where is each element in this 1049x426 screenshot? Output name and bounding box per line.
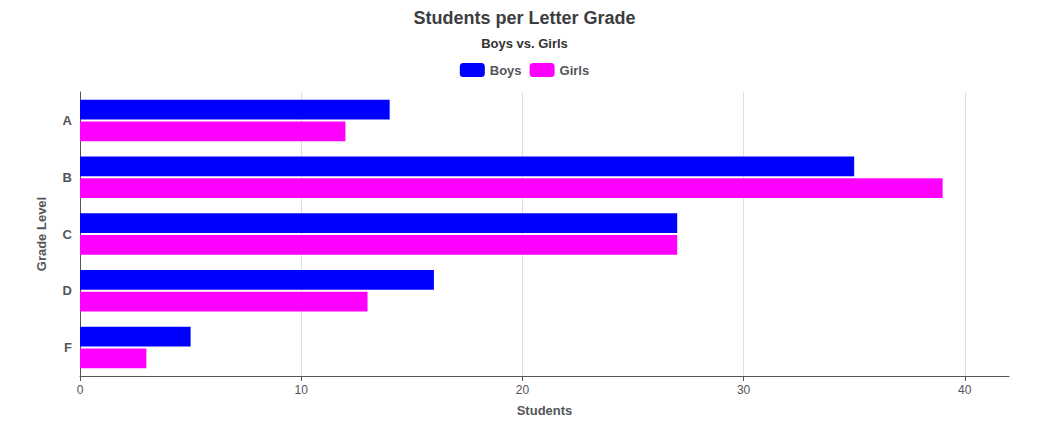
svg-text:Boys vs. Girls: Boys vs. Girls bbox=[481, 36, 568, 51]
svg-text:A: A bbox=[63, 113, 73, 128]
svg-text:Students: Students bbox=[517, 403, 573, 418]
svg-text:Girls: Girls bbox=[560, 63, 590, 78]
svg-text:B: B bbox=[63, 170, 72, 185]
svg-text:10: 10 bbox=[295, 383, 309, 397]
svg-text:40: 40 bbox=[958, 383, 972, 397]
svg-text:C: C bbox=[63, 227, 73, 242]
svg-text:Boys: Boys bbox=[490, 63, 522, 78]
svg-text:0: 0 bbox=[77, 383, 84, 397]
svg-text:Students per Letter Grade: Students per Letter Grade bbox=[413, 8, 635, 28]
svg-text:20: 20 bbox=[516, 383, 530, 397]
svg-text:Grade Level: Grade Level bbox=[34, 197, 49, 271]
svg-text:D: D bbox=[63, 283, 72, 298]
svg-text:30: 30 bbox=[737, 383, 751, 397]
svg-text:F: F bbox=[64, 340, 72, 355]
